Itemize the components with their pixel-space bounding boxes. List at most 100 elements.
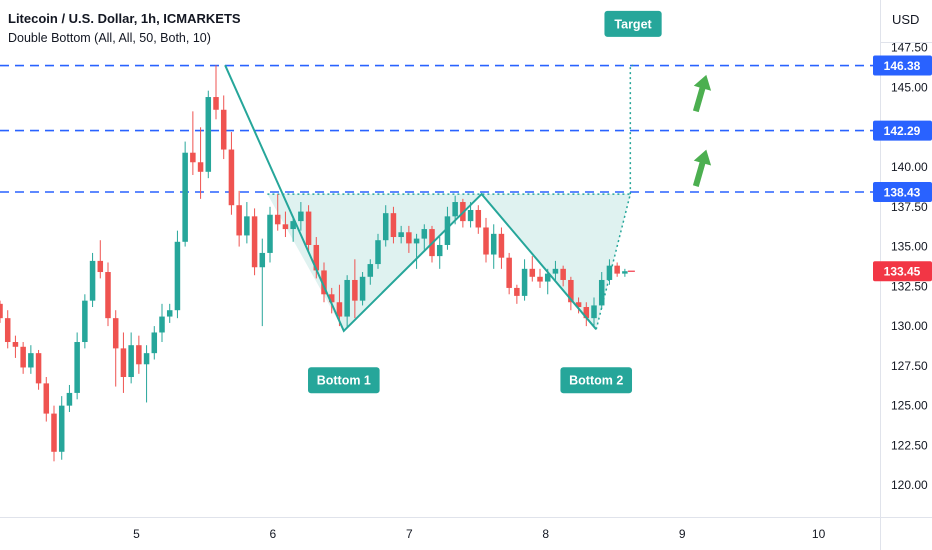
annotation-box (308, 367, 380, 394)
candle-body (413, 238, 420, 244)
annotation-box (560, 367, 633, 394)
candle-body (498, 233, 505, 258)
candle-body (598, 279, 605, 306)
time-tick-label: 9 (679, 527, 686, 541)
time-tick-label: 10 (812, 527, 826, 541)
candle-body (205, 97, 212, 172)
candle-body (467, 209, 474, 222)
price-badge-box (873, 120, 932, 141)
candle-body (475, 209, 482, 228)
candle-body (483, 227, 489, 255)
candle-body (228, 149, 235, 206)
candle-body (591, 305, 597, 319)
candle-body (622, 271, 628, 274)
price-tick-label: 132.50 (891, 279, 928, 293)
candle-body (606, 265, 613, 280)
candle-body (544, 273, 551, 282)
candle-body (552, 268, 559, 274)
price-badges: 146.38 142.29 138.43 133.45 (873, 55, 932, 282)
candle-body (305, 211, 312, 245)
candle-body (568, 279, 574, 303)
currency-selector[interactable]: USD (880, 0, 932, 43)
candle-body (0, 303, 3, 319)
candle-body (89, 260, 96, 301)
time-tick-label: 7 (406, 527, 413, 541)
candle-body (244, 216, 250, 236)
candle-body (28, 353, 34, 368)
candle-body (321, 270, 327, 295)
candle-body (390, 213, 397, 238)
level-price-badge: 138.43 (873, 182, 932, 203)
candle-body (506, 257, 512, 288)
price-tick-label: 130.00 (891, 319, 928, 333)
candle-body (359, 276, 366, 301)
candle-body (398, 232, 404, 238)
indicator-label[interactable]: Double Bottom (All, All, 50, Both, 10) (8, 31, 211, 45)
candle-body (166, 310, 173, 317)
price-badge-label: 138.43 (884, 186, 921, 200)
price-tick-label: 127.50 (891, 359, 928, 373)
candle-body (382, 213, 389, 241)
candle-body (406, 232, 412, 244)
candle-body (352, 279, 358, 301)
candle-body (82, 300, 88, 343)
candle-body (120, 348, 127, 378)
time-tick-label: 5 (133, 527, 140, 541)
price-badge-box (873, 261, 932, 282)
symbol-title[interactable]: Litecoin / U.S. Dollar, 1h, ICMARKETS (8, 11, 241, 26)
price-badge-label: 133.45 (884, 265, 921, 279)
candle-body (529, 268, 536, 277)
annotation-target: Target (604, 10, 662, 37)
candle-body (336, 302, 343, 317)
candle-body (182, 152, 188, 242)
candle-body (197, 162, 204, 172)
candle-body (313, 244, 320, 271)
candle-body (521, 268, 528, 296)
candle-body (128, 345, 134, 378)
candle-body (220, 109, 227, 150)
price-tick-label: 125.00 (891, 399, 928, 413)
candle-body (490, 233, 497, 255)
candle-body (4, 318, 11, 343)
price-badge-label: 142.29 (884, 124, 921, 138)
price-tick-label: 122.50 (891, 438, 928, 452)
level-price-badge: 142.29 (873, 120, 932, 141)
candle-body (514, 287, 520, 296)
candle-body (251, 216, 258, 268)
annotation-box (604, 10, 662, 37)
price-tick-label: 135.00 (891, 240, 928, 254)
candle-body (143, 353, 150, 365)
candle-body (12, 342, 19, 347)
candle-body (43, 383, 50, 414)
candle-body (259, 252, 266, 268)
time-axis[interactable]: 5 6 7 8 9 10 (133, 527, 826, 541)
candle-body (282, 224, 289, 230)
candle-body (452, 202, 458, 217)
candle-body (436, 244, 443, 257)
candle-body (51, 413, 57, 452)
candle-body (236, 205, 242, 236)
candle-body (537, 276, 543, 282)
candle-body (444, 216, 451, 245)
candle-body (58, 405, 65, 452)
candle-body (20, 346, 26, 368)
breakout-projection (595, 193, 632, 330)
candle-body (290, 221, 296, 230)
arrow-shape (692, 149, 712, 187)
price-badge-label: 146.38 (884, 59, 921, 73)
candle-body (35, 353, 42, 384)
candle-body (174, 241, 181, 311)
price-tick-label: 140.00 (891, 160, 928, 174)
price-badge-box (873, 55, 932, 76)
candle-body (136, 345, 142, 365)
candle-body (66, 392, 73, 406)
candle-body (213, 97, 219, 110)
candle-body (375, 240, 381, 265)
candle-body (159, 316, 165, 333)
time-tick-label: 8 (542, 527, 549, 541)
candle-body (367, 264, 374, 277)
candle-body (74, 342, 80, 393)
up-arrow-icon (692, 74, 712, 113)
pattern-zigzag (224, 64, 597, 333)
